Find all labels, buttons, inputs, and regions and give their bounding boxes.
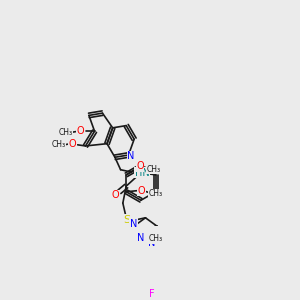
Text: CH₃: CH₃: [147, 165, 161, 174]
Text: O: O: [138, 186, 146, 196]
Text: S: S: [123, 215, 130, 225]
Text: F: F: [149, 289, 155, 298]
Text: N: N: [127, 151, 134, 161]
Text: O: O: [76, 126, 84, 136]
Text: CH₃: CH₃: [51, 140, 65, 149]
Text: O: O: [112, 190, 119, 200]
Text: CH₃: CH₃: [58, 128, 73, 137]
Text: O: O: [69, 139, 76, 149]
Text: N: N: [137, 233, 145, 244]
Text: N: N: [130, 219, 137, 229]
Text: O: O: [136, 161, 144, 171]
Text: N: N: [148, 238, 155, 248]
Text: HN: HN: [135, 167, 149, 178]
Text: CH₃: CH₃: [149, 234, 163, 243]
Text: CH₃: CH₃: [148, 189, 163, 198]
